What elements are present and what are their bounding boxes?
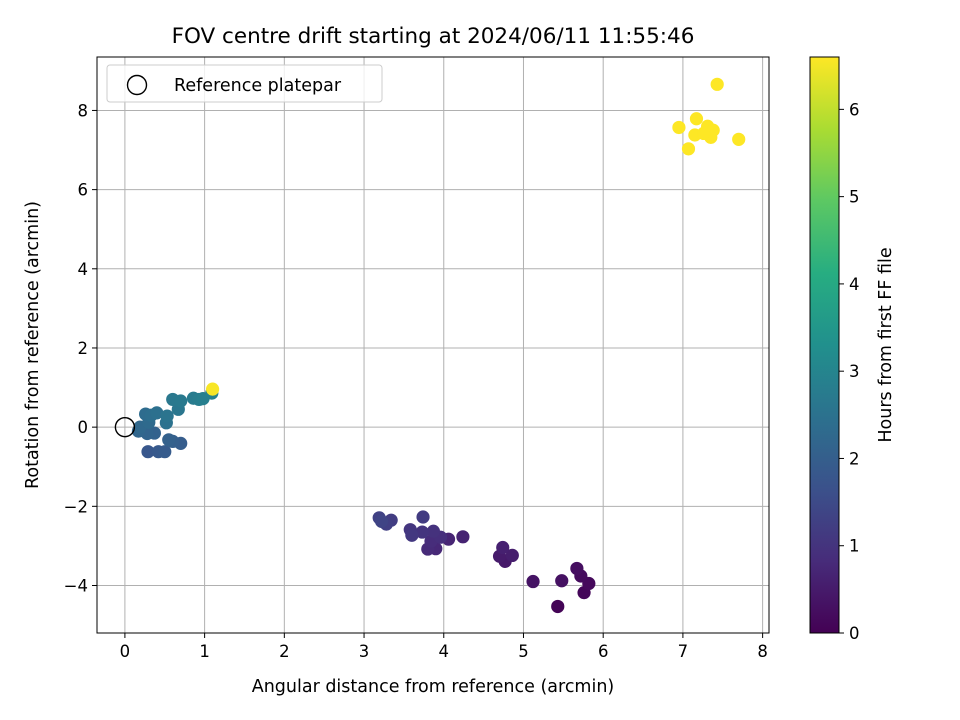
y-tick-label: −4 [64, 576, 88, 595]
data-point [689, 112, 704, 126]
x-axis-label: Angular distance from reference (arcmin) [252, 677, 615, 697]
legend-marker [126, 74, 148, 96]
x-tick-label: 5 [518, 642, 529, 661]
reference-platepar-marker [114, 416, 136, 438]
y-axis-label: Rotation from reference (arcmin) [23, 201, 43, 489]
data-point [160, 409, 174, 423]
y-tick-label: 0 [78, 418, 89, 437]
colorbar-tick-label: 1 [849, 537, 860, 556]
data-point [456, 530, 470, 544]
data-point [681, 142, 696, 156]
colorbar-gradient [809, 56, 840, 634]
x-tick-label: 4 [439, 642, 450, 661]
y-tick-label: 2 [78, 339, 89, 358]
colorbar-tick-label: 3 [849, 362, 860, 381]
data-point [672, 120, 686, 135]
data-point [162, 433, 176, 447]
data-point [141, 445, 155, 459]
chart-title: FOV centre drift starting at 2024/06/11 … [172, 24, 695, 49]
data-point [158, 445, 172, 459]
x-tick-label: 0 [120, 642, 131, 661]
data-point [374, 514, 389, 528]
reference-layer [114, 416, 136, 438]
y-tick-label: −2 [64, 497, 88, 516]
colorbar-label: Hours from first FF file [876, 247, 896, 442]
data-point [710, 77, 724, 91]
data-point [496, 540, 510, 555]
colorbar-tick-label: 5 [849, 188, 860, 207]
y-tick-label: 4 [78, 260, 89, 279]
x-tick-label: 2 [279, 642, 290, 661]
legend-box [106, 64, 383, 103]
data-point [150, 406, 164, 420]
x-tick-label: 7 [678, 642, 689, 661]
colorbar-tick-label: 4 [849, 275, 860, 294]
x-tick-label: 1 [199, 642, 210, 661]
data-point [570, 561, 584, 576]
legend: Reference platepar [106, 64, 383, 103]
data-point [555, 574, 569, 588]
colorbar-ticks: 0 1 2 3 4 5 6 [839, 100, 860, 643]
data-point [732, 132, 746, 146]
colorbar: 0 1 2 3 4 5 6 Hours from first FF file [809, 56, 896, 643]
legend-label: Reference platepar [174, 76, 342, 96]
x-axis: 0 1 2 3 4 5 6 7 8 [120, 633, 768, 661]
y-tick-label: 6 [78, 181, 89, 200]
x-tick-label: 8 [757, 642, 768, 661]
y-axis: −4 −2 0 2 4 6 8 [64, 101, 97, 595]
colorbar-tick-label: 6 [849, 100, 860, 119]
x-tick-label: 3 [359, 642, 370, 661]
data-point [416, 510, 430, 524]
data-point [526, 574, 540, 589]
plot-area-frame [96, 56, 770, 634]
grid-layer [97, 57, 769, 633]
colorbar-tick-label: 2 [849, 449, 860, 468]
data-point [505, 548, 519, 563]
x-tick-label: 6 [598, 642, 609, 661]
data-point [205, 382, 220, 396]
data-point [415, 525, 429, 539]
data-point [174, 394, 188, 408]
data-point [551, 599, 565, 614]
y-tick-label: 8 [78, 101, 89, 120]
points-layer [131, 77, 746, 614]
data-point [426, 524, 440, 538]
data-point [697, 126, 711, 141]
data-point [405, 528, 419, 542]
colorbar-tick-label: 0 [849, 624, 860, 643]
